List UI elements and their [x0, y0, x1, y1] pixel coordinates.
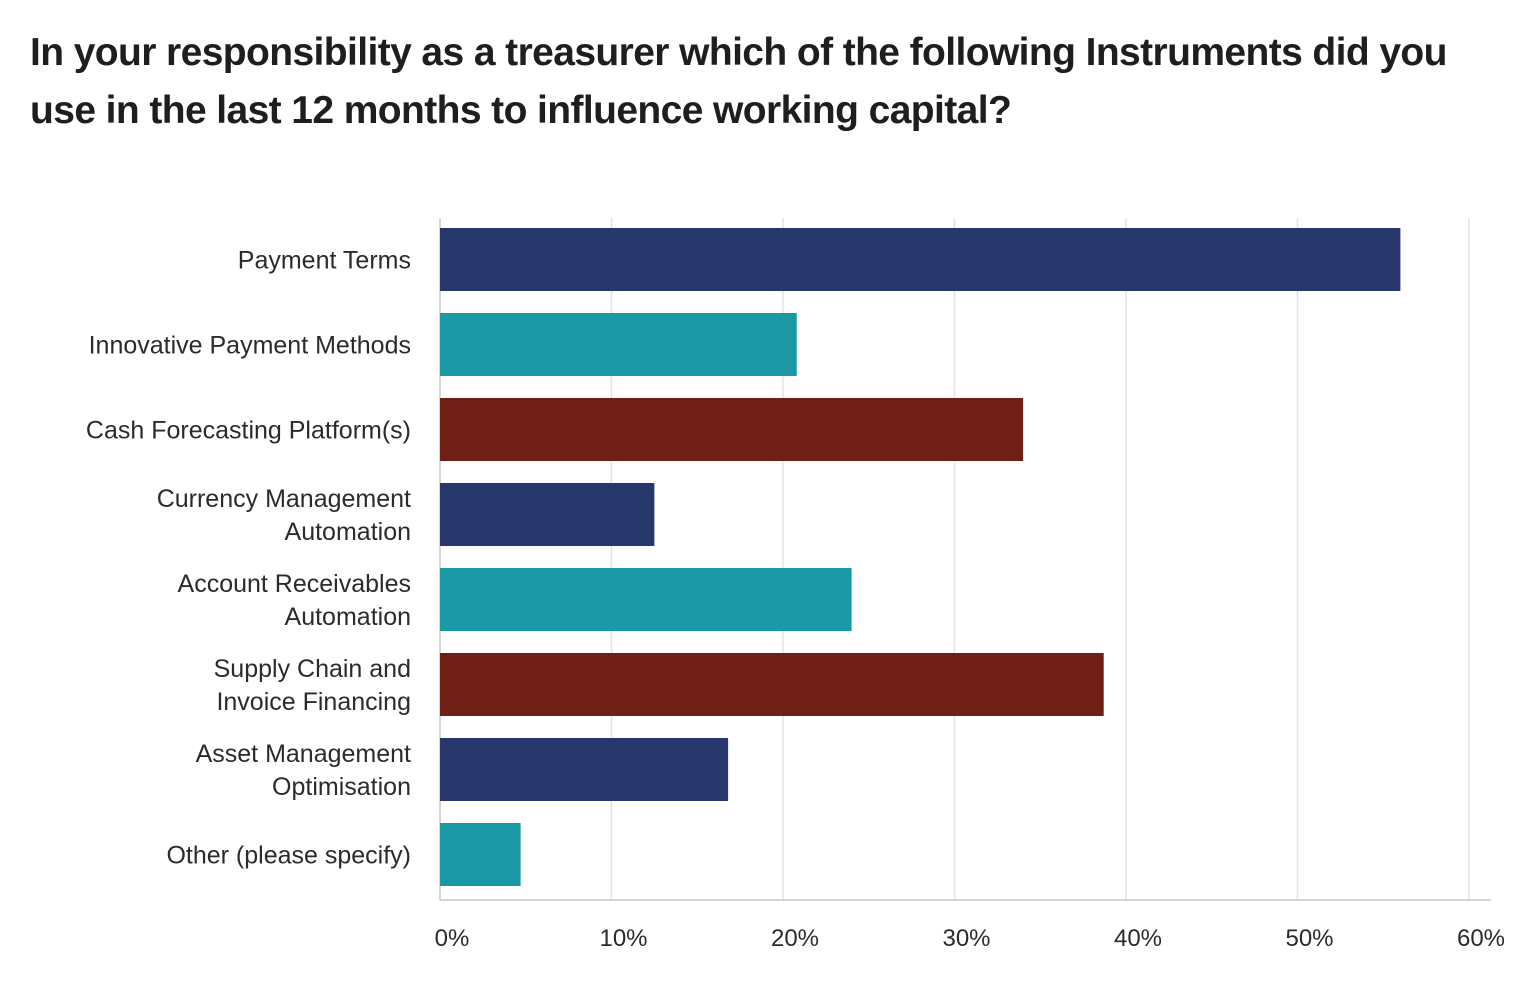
category-label-line: Automation: [285, 518, 411, 546]
category-label-line: Innovative Payment Methods: [89, 332, 411, 360]
x-tick-label-20: 20%: [771, 925, 819, 952]
x-tick-label-0: 0%: [435, 925, 470, 952]
category-label-7: Other (please specify): [166, 842, 411, 870]
bar-5: [440, 653, 1104, 716]
category-label-line: Account Receivables: [178, 570, 411, 598]
category-label-line: Other (please specify): [166, 842, 411, 870]
category-labels: Payment Terms Innovative Payment Methods C…: [86, 247, 411, 870]
bar-1: [440, 313, 797, 376]
bar-4: [440, 568, 852, 631]
bar-6: [440, 738, 729, 801]
category-label-line: Automation: [285, 603, 411, 631]
category-label-1: Innovative Payment Methods: [89, 332, 411, 360]
x-tick-label-30: 30%: [942, 925, 990, 952]
bar-0: [440, 228, 1401, 291]
category-label-4: Account Receivables Automation: [178, 570, 411, 631]
category-label-line: Supply Chain and: [214, 655, 411, 683]
x-tick-label-60: 60%: [1457, 925, 1505, 952]
category-label-0: Payment Terms: [238, 247, 411, 275]
category-label-line: Cash Forecasting Platform(s): [86, 417, 411, 445]
x-tick-labels: 0% 10% 20% 30% 40% 50% 60%: [435, 925, 1505, 952]
category-label-line: Currency Management: [157, 485, 411, 513]
category-label-line: Payment Terms: [238, 247, 411, 275]
bar-7: [440, 823, 521, 886]
category-label-3: Currency Management Automation: [157, 485, 411, 546]
category-label-line: Invoice Financing: [216, 688, 411, 716]
category-label-6: Asset Management Optimisation: [196, 740, 411, 801]
chart-title: In your responsibility as a treasurer wh…: [30, 31, 1447, 132]
category-label-2: Cash Forecasting Platform(s): [86, 417, 411, 445]
bars: [440, 228, 1401, 886]
x-tick-label-50: 50%: [1285, 925, 1333, 952]
bar-3: [440, 483, 655, 546]
category-label-line: Optimisation: [272, 773, 411, 801]
category-label-5: Supply Chain and Invoice Financing: [214, 655, 411, 716]
category-label-line: Asset Management: [196, 740, 411, 768]
bar-2: [440, 398, 1024, 461]
x-tick-label-40: 40%: [1114, 925, 1162, 952]
x-tick-label-10: 10%: [599, 925, 647, 952]
